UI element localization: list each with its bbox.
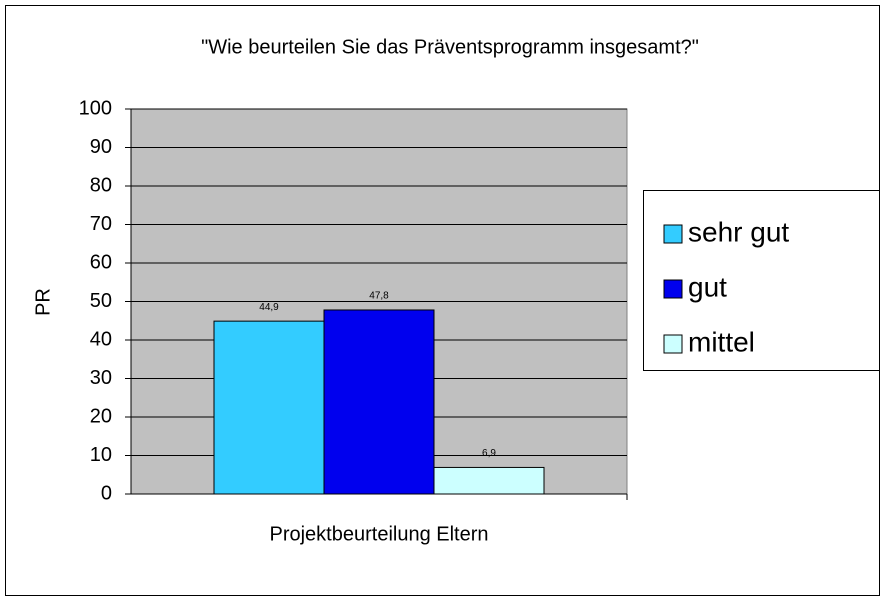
y-tick-label: 30: [90, 367, 112, 389]
bar: [213, 320, 325, 495]
value-label: 47,8: [369, 291, 389, 302]
legend-label: sehr gut: [688, 216, 789, 247]
legend-swatch: [663, 279, 683, 299]
y-tick-label: 10: [90, 444, 112, 466]
y-tick-label: 70: [90, 213, 112, 235]
y-tick-label: 20: [90, 405, 112, 427]
bar: [323, 309, 435, 495]
legend-swatch: [663, 224, 683, 244]
y-tick-label: 100: [79, 97, 112, 119]
y-tick-label: 80: [90, 174, 112, 196]
bar: [433, 466, 545, 495]
legend-swatch: [663, 334, 683, 354]
x-tick-label: Projektbeurteilung Eltern: [269, 523, 488, 545]
legend-label: mittel: [688, 326, 755, 357]
y-tick-label: 0: [101, 482, 112, 504]
value-label: 6,9: [482, 448, 496, 459]
y-axis-label: PR: [32, 288, 54, 316]
y-tick-label: 90: [90, 136, 112, 158]
y-tick-label: 40: [90, 328, 112, 350]
value-label: 44,9: [259, 302, 279, 313]
y-tick-label: 50: [90, 290, 112, 312]
y-tick-label: 60: [90, 251, 112, 273]
chart-title: "Wie beurteilen Sie das Präventsprogramm…: [201, 36, 699, 58]
legend-label: gut: [688, 271, 727, 302]
legend: [643, 190, 880, 371]
